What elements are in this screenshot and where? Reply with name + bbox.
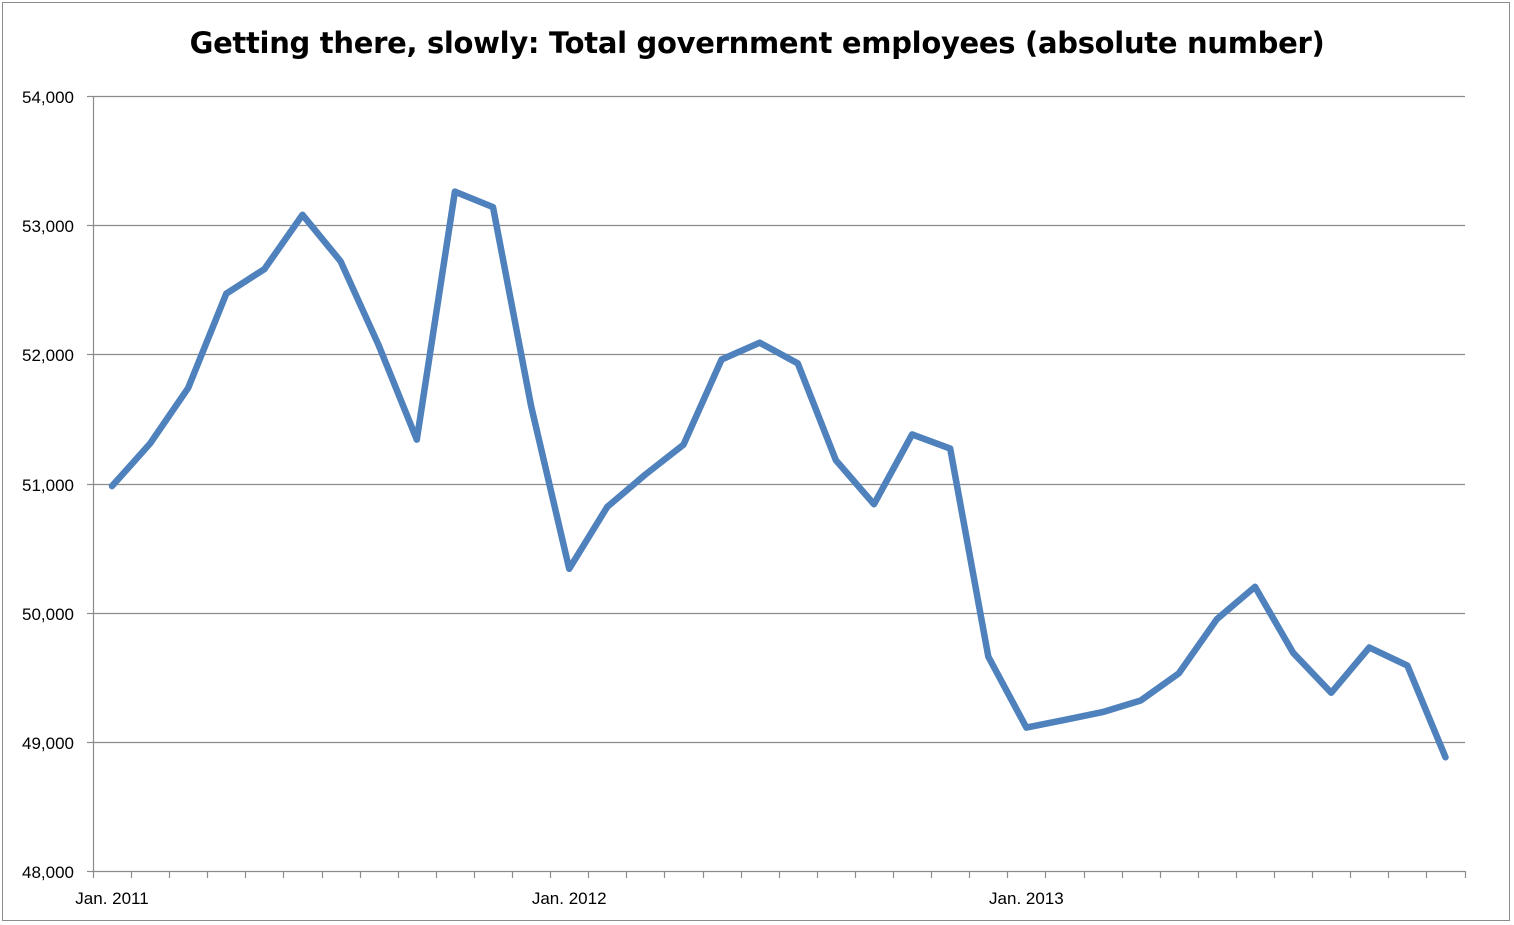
y-tick-label: 52,000 [22, 346, 74, 365]
axes [87, 95, 1467, 878]
y-tick-label: 50,000 [22, 605, 74, 624]
y-tick-label: 54,000 [22, 88, 74, 107]
series-line [108, 188, 1449, 761]
x-tick-label: Jan. 2012 [532, 889, 607, 908]
gridlines [93, 95, 1465, 744]
y-tick-label: 48,000 [22, 863, 74, 882]
y-tick-labels: 48,000 49,000 50,000 51,000 52,000 53,000 54,0… [22, 88, 74, 882]
chart-title: Getting there, slowly: Total government … [189, 26, 1325, 60]
series-layer [108, 188, 1449, 761]
x-tick-label: Jan. 2013 [989, 889, 1064, 908]
x-tick-labels: Jan. 2011 Jan. 2012 Jan. 2013 [75, 889, 1063, 908]
x-tick-label: Jan. 2011 [75, 889, 148, 908]
y-tick-label: 49,000 [22, 734, 74, 753]
y-tick-label: 53,000 [22, 217, 74, 236]
y-tick-label: 51,000 [22, 476, 74, 495]
